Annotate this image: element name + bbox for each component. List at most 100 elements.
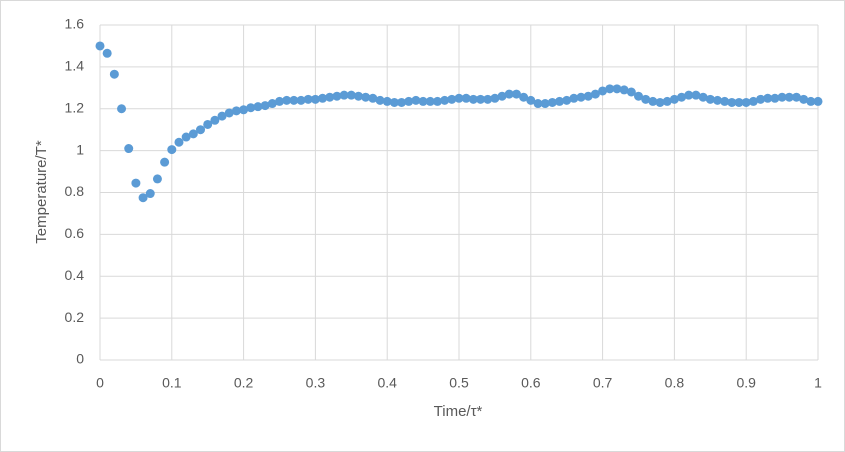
data-point	[217, 111, 227, 121]
data-point	[361, 92, 371, 102]
data-point	[619, 85, 629, 95]
data-point	[210, 115, 220, 125]
data-point	[519, 92, 529, 102]
data-point	[425, 96, 435, 106]
data-point	[188, 129, 198, 139]
data-point	[540, 99, 550, 109]
data-point	[109, 69, 119, 79]
data-point	[497, 91, 507, 101]
data-point	[691, 90, 701, 100]
data-point	[533, 99, 543, 109]
data-point	[669, 94, 679, 104]
data-point	[784, 92, 794, 102]
data-point	[267, 99, 277, 109]
data-point	[160, 157, 170, 167]
y-tick-label: 0.4	[65, 267, 85, 283]
data-point	[260, 101, 270, 111]
data-point	[483, 94, 493, 104]
x-tick-label: 0	[96, 375, 104, 391]
data-point	[397, 97, 407, 107]
data-point	[612, 84, 622, 94]
data-point	[698, 92, 708, 102]
data-point	[806, 96, 816, 106]
data-point	[590, 89, 600, 99]
data-point	[605, 84, 615, 94]
data-point	[712, 95, 722, 105]
data-point	[181, 132, 191, 142]
data-point	[440, 95, 450, 105]
data-point	[770, 93, 780, 103]
x-tick-label: 0.6	[521, 375, 541, 391]
data-point	[648, 96, 658, 106]
x-tick-label: 0.7	[593, 375, 613, 391]
data-point	[662, 96, 672, 106]
data-point	[117, 104, 127, 114]
data-point	[598, 86, 608, 96]
y-tick-label: 1.6	[65, 16, 85, 32]
data-point	[196, 125, 206, 135]
data-point	[138, 193, 148, 203]
data-point	[318, 93, 328, 103]
x-tick-label: 0.1	[162, 375, 182, 391]
data-point	[677, 92, 687, 102]
data-point	[275, 96, 284, 106]
data-point	[152, 174, 162, 184]
data-point	[763, 93, 773, 103]
data-point	[418, 96, 428, 106]
data-point	[346, 90, 356, 100]
data-point	[332, 91, 342, 101]
data-point	[253, 102, 263, 112]
data-point	[490, 93, 500, 103]
x-tick-label: 0.3	[306, 375, 326, 391]
data-point	[511, 89, 521, 99]
data-point	[303, 94, 313, 104]
data-point	[231, 106, 241, 116]
data-point	[404, 96, 414, 106]
data-point	[583, 91, 593, 101]
data-point	[246, 103, 256, 113]
data-point	[411, 95, 421, 105]
data-point	[102, 48, 112, 58]
data-point	[468, 94, 478, 104]
data-point	[504, 89, 514, 99]
data-point	[447, 94, 457, 104]
data-point	[339, 90, 349, 100]
y-axis-title: Temperature/T*	[33, 140, 50, 244]
y-tick-label: 0	[76, 351, 84, 367]
x-axis-title: Time/τ*	[434, 403, 483, 420]
data-point	[720, 96, 730, 106]
y-tick-label: 1.4	[65, 58, 85, 74]
data-point	[777, 92, 787, 102]
data-point	[547, 97, 557, 107]
data-point	[741, 97, 751, 107]
data-point	[734, 97, 744, 107]
data-point	[375, 95, 385, 105]
data-point	[634, 91, 643, 101]
x-tick-label: 0.8	[665, 375, 685, 391]
x-tick-label: 0.2	[234, 375, 254, 391]
data-point	[131, 178, 141, 188]
data-point	[167, 145, 177, 155]
y-tick-label: 0.2	[65, 309, 85, 325]
data-point	[124, 144, 134, 154]
data-point	[95, 41, 105, 51]
data-point	[454, 93, 464, 103]
data-point	[282, 95, 292, 105]
data-point	[239, 105, 249, 115]
data-point	[576, 92, 586, 102]
x-tick-label: 1	[814, 375, 822, 391]
data-point	[569, 93, 579, 103]
data-point	[626, 87, 636, 97]
data-point	[476, 94, 486, 104]
data-point	[756, 94, 766, 104]
data-point	[705, 94, 715, 104]
y-tick-label: 1	[76, 141, 84, 157]
data-point	[684, 90, 694, 100]
data-point	[353, 91, 363, 101]
y-tick-label: 1.2	[65, 99, 85, 115]
data-point	[641, 94, 651, 104]
x-tick-label: 0.4	[377, 375, 397, 391]
data-point	[368, 93, 378, 103]
